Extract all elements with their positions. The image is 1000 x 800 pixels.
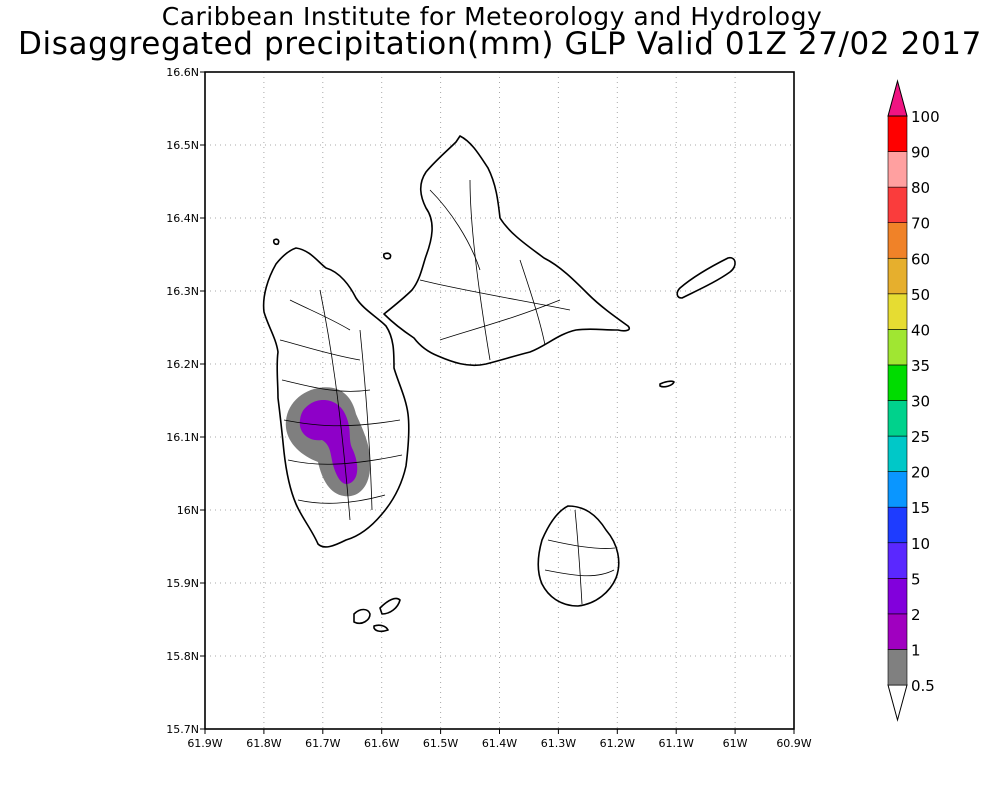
y-tick-label: 16N — [177, 504, 199, 517]
map-frame — [204, 71, 795, 730]
legend-label: 2 — [911, 606, 921, 624]
x-tick-label: 61.2W — [600, 737, 635, 750]
legend-label: 10 — [911, 535, 930, 553]
grid-lines — [205, 72, 794, 729]
watershed-line — [319, 289, 351, 521]
legend-color-box — [887, 613, 908, 650]
y-tick-label: 15.8N — [166, 650, 199, 663]
watershed-line — [469, 179, 491, 361]
watershed-line — [289, 299, 351, 331]
watershed-line — [297, 494, 386, 504]
legend-color-box — [887, 222, 908, 259]
legend-color-box — [887, 400, 908, 437]
legend-label: 50 — [911, 286, 930, 304]
legend-label: 100 — [911, 108, 940, 126]
x-tick-label: 61.8W — [246, 737, 281, 750]
legend-label: 70 — [911, 215, 930, 233]
y-tick-label: 16.5N — [166, 139, 199, 152]
map-axes: 61.9W 61.8W 61.7W 61.6W 61.5W 61.4W 61.3W 61.2W… — [166, 66, 812, 750]
watershed-line — [359, 329, 373, 511]
x-tick-label: 61.4W — [482, 737, 517, 750]
basse-terre-outline — [262, 247, 410, 548]
watershed-line — [419, 279, 571, 311]
les-saintes-outline-1 — [353, 608, 371, 625]
watershed-line — [281, 379, 371, 392]
legend-color-box — [887, 542, 908, 579]
petite-terre-outline — [659, 380, 675, 388]
x-tick-label: 61.9W — [187, 737, 222, 750]
islet-north-basse-terre — [272, 238, 280, 246]
y-tick-label: 16.2N — [166, 358, 199, 371]
legend-color-box — [887, 649, 908, 686]
marie-galante-outline — [537, 505, 620, 607]
watershed-line — [519, 259, 546, 346]
legend-label: 60 — [911, 250, 930, 268]
legend-label: 90 — [911, 144, 930, 162]
watershed-line — [547, 539, 616, 549]
chart-title: Caribbean Institute for Meteorology and … — [161, 2, 823, 31]
watershed-line — [544, 569, 615, 577]
islet-grand-cul-de-sac — [383, 252, 392, 260]
legend-label: 25 — [911, 428, 930, 446]
watershed-line — [283, 419, 401, 427]
y-tick-label: 16.4N — [166, 212, 199, 225]
les-saintes-outline-2 — [379, 597, 401, 615]
watershed-boundaries — [279, 179, 616, 605]
x-tick-label: 61.1W — [659, 737, 694, 750]
watershed-line — [279, 339, 361, 361]
legend-label: 40 — [911, 321, 930, 339]
legend-color-box — [887, 578, 908, 615]
legend-color-box — [887, 329, 908, 366]
les-saintes-outline-3 — [373, 624, 389, 633]
legend-label: 30 — [911, 393, 930, 411]
island-outlines — [262, 135, 736, 633]
legend-color-box — [887, 186, 908, 223]
precipitation-overlay — [285, 387, 371, 497]
legend-color-box — [887, 435, 908, 472]
legend-label: 1 — [911, 641, 921, 659]
y-tick-label: 15.9N — [166, 577, 199, 590]
x-tick-label: 61.7W — [305, 737, 340, 750]
legend-color-box — [887, 115, 908, 152]
legend-label: 80 — [911, 179, 930, 197]
y-tick-label: 16.1N — [166, 431, 199, 444]
chart-subtitle: Disaggregated precipitation(mm) GLP Vali… — [18, 26, 982, 62]
legend-label: 0.5 — [911, 677, 935, 695]
grande-terre-outline — [383, 135, 631, 367]
watershed-line — [439, 299, 561, 341]
legend-color-box — [887, 293, 908, 330]
y-tick-label: 16.3N — [166, 285, 199, 298]
legend-label: 20 — [911, 464, 930, 482]
y-tick-label: 15.7N — [166, 723, 199, 736]
legend-color-box — [887, 364, 908, 401]
x-tick-label: 61W — [723, 737, 748, 750]
legend-label: 35 — [911, 357, 930, 375]
watershed-line — [429, 189, 481, 271]
x-tick-label: 61.3W — [541, 737, 576, 750]
precip-band-2-5 — [299, 400, 358, 485]
watershed-line — [287, 454, 403, 465]
x-tick-label: 60.9W — [776, 737, 811, 750]
legend-label: 15 — [911, 499, 930, 517]
la-desirade-outline — [676, 256, 736, 299]
y-tick-label: 16.6N — [166, 66, 199, 79]
x-tick-label: 61.5W — [423, 737, 458, 750]
legend-top-arrow — [887, 79, 908, 117]
legend-color-box — [887, 151, 908, 188]
legend-label: 5 — [911, 570, 921, 588]
legend-color-box — [887, 257, 908, 295]
watershed-line — [574, 509, 583, 605]
legend-color-box — [887, 471, 908, 508]
legend-color-box — [887, 506, 908, 544]
legend-bottom-arrow — [887, 684, 908, 722]
x-tick-label: 61.6W — [364, 737, 399, 750]
